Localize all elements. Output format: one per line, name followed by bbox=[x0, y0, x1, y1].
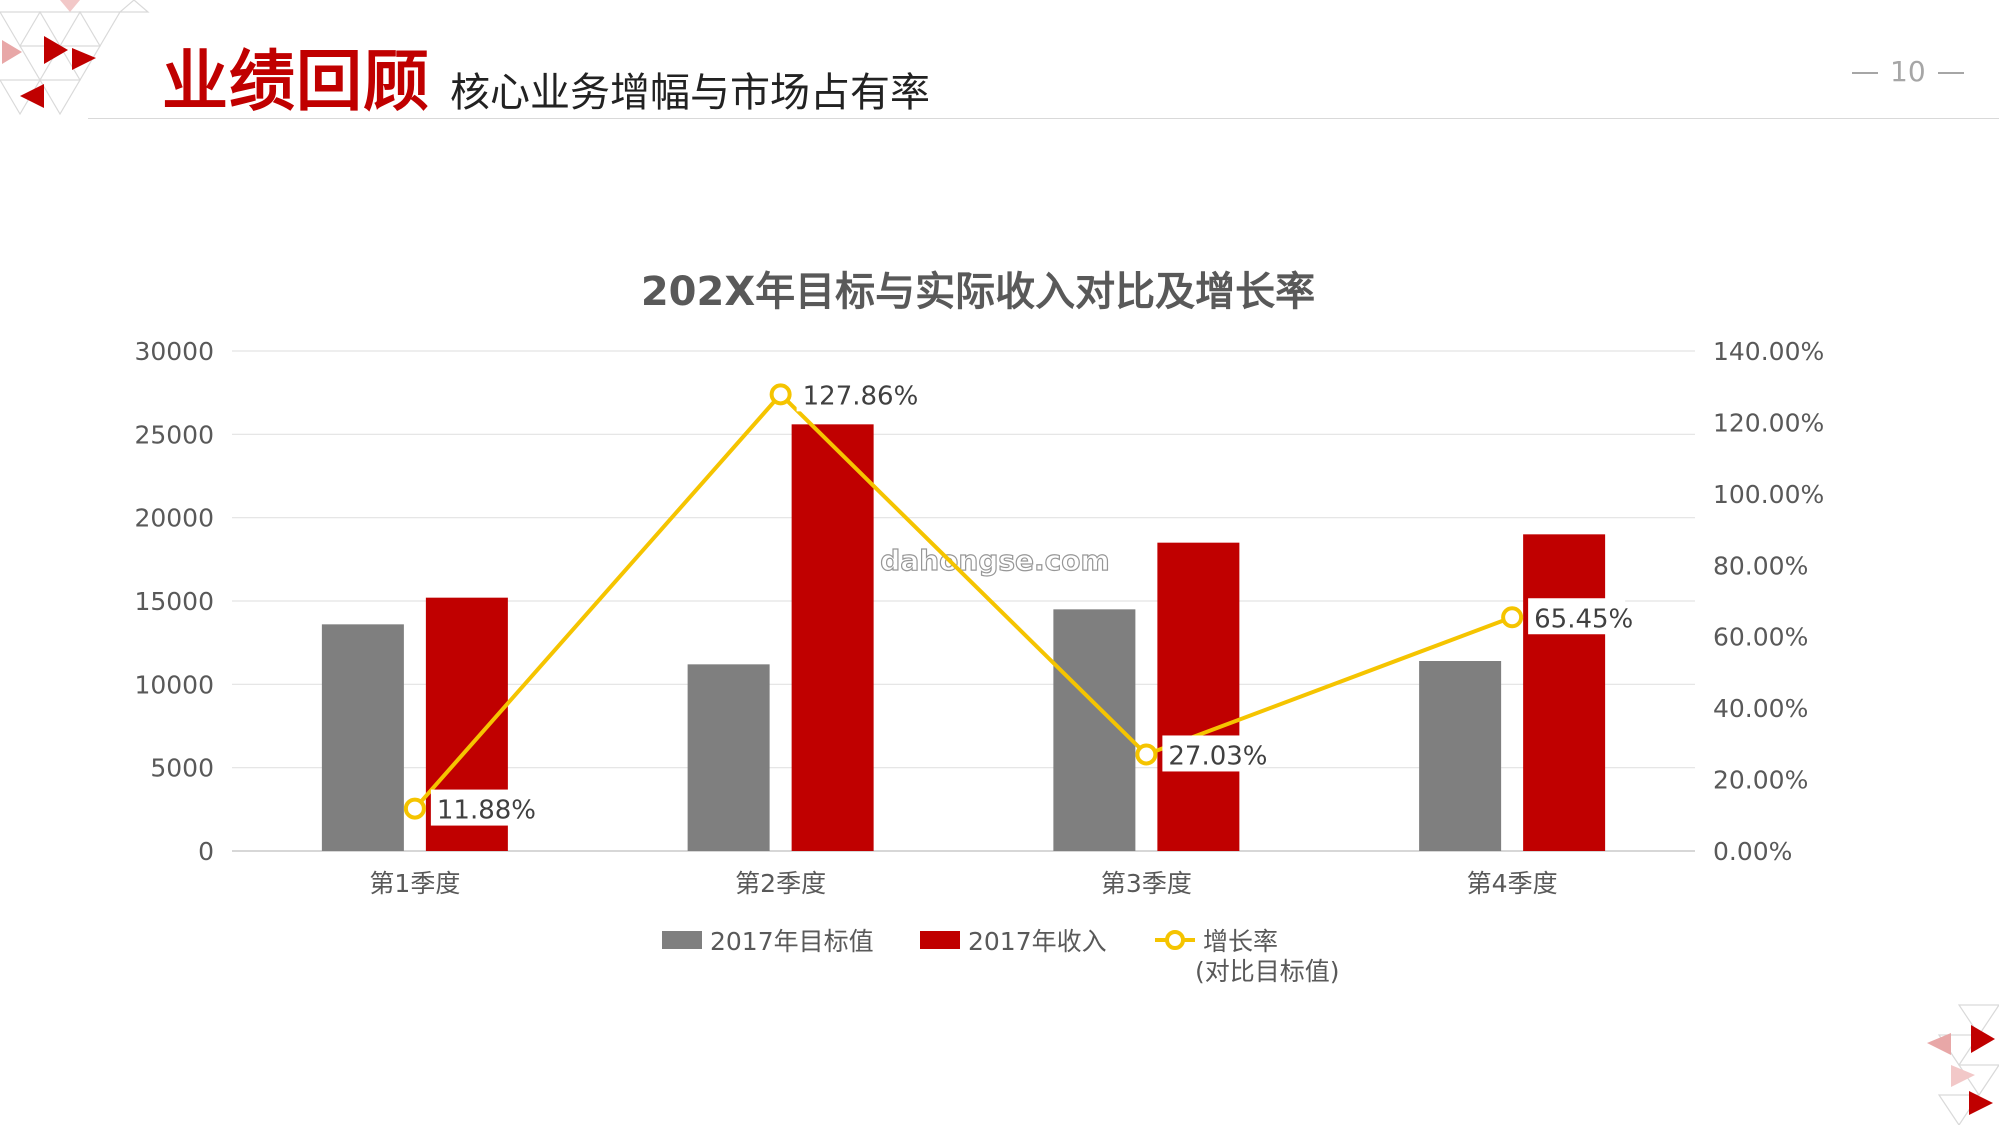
decorative-triangles-bottom-right bbox=[1927, 1004, 1999, 1125]
legend-label: 2017年收入 bbox=[968, 927, 1107, 956]
y-right-tick-label: 0.00% bbox=[1713, 837, 1792, 866]
header-divider bbox=[88, 118, 1999, 119]
data-label: 27.03% bbox=[1168, 741, 1267, 771]
y-left-tick-label: 5000 bbox=[150, 754, 214, 783]
chart-title: 202X年目标与实际收入对比及增长率 bbox=[641, 269, 1315, 315]
chart-bars bbox=[321, 424, 1606, 851]
data-label-bg bbox=[796, 375, 909, 412]
legend-swatch bbox=[920, 931, 960, 949]
data-label: 65.45% bbox=[1534, 604, 1633, 634]
chart-axes: 0 5000 10000 15000 20000 25000 30000 0.00% 20.00… bbox=[134, 337, 1824, 898]
y-right-tick-label: 140.00% bbox=[1713, 337, 1824, 366]
chart-legend: 2017年目标值 2017年收入 增长率(对比目标值) bbox=[662, 927, 1340, 986]
x-tick-label: 第1季度 bbox=[369, 869, 460, 898]
page-number-dash-left bbox=[1852, 72, 1878, 74]
data-label-bg bbox=[1162, 735, 1260, 772]
bar bbox=[791, 424, 874, 851]
legend-swatch bbox=[662, 931, 702, 949]
bar bbox=[1157, 542, 1240, 851]
y-right-tick-label: 100.00% bbox=[1713, 480, 1824, 509]
y-left-tick-label: 20000 bbox=[134, 504, 214, 533]
growth-line: 11.88% 127.86% 27.03% 65.45% bbox=[403, 375, 1633, 826]
bar bbox=[687, 664, 770, 851]
bar bbox=[1419, 661, 1502, 851]
bar bbox=[1523, 534, 1606, 851]
page-number-dash-right bbox=[1937, 72, 1964, 74]
y-left-tick-label: 30000 bbox=[134, 337, 214, 366]
legend-label: 2017年目标值 bbox=[710, 927, 874, 956]
bar bbox=[321, 624, 404, 851]
growth-line-path bbox=[413, 392, 1513, 810]
legend-label-line2: (对比目标值) bbox=[1195, 957, 1340, 986]
data-label: 11.88% bbox=[437, 796, 536, 826]
data-label-bg bbox=[1528, 598, 1626, 635]
data-label: 127.86% bbox=[803, 381, 919, 411]
watermark: dahongse.com bbox=[880, 544, 1109, 577]
x-tick-label: 第2季度 bbox=[735, 869, 826, 898]
page-title: 业绩回顾 bbox=[162, 43, 430, 120]
legend-line-marker bbox=[1165, 930, 1185, 950]
y-right-tick-label: 120.00% bbox=[1713, 408, 1824, 437]
y-right-tick-label: 40.00% bbox=[1713, 694, 1808, 723]
x-tick-label: 第3季度 bbox=[1101, 869, 1192, 898]
page-subtitle: 核心业务增幅与市场占有率 bbox=[450, 70, 930, 116]
y-right-tick-label: 20.00% bbox=[1713, 766, 1808, 795]
decorative-triangles-top-left bbox=[0, 0, 150, 116]
data-label-bg bbox=[430, 789, 528, 826]
page-number-value: 10 bbox=[1890, 55, 1926, 88]
x-tick-label: 第4季度 bbox=[1467, 869, 1558, 898]
page-number: 10 bbox=[1840, 55, 1976, 88]
y-left-tick-label: 10000 bbox=[134, 670, 214, 699]
y-right-tick-label: 60.00% bbox=[1713, 623, 1808, 652]
growth-point bbox=[1501, 606, 1524, 629]
growth-point bbox=[1135, 743, 1158, 766]
legend-label: 增长率 bbox=[1203, 927, 1278, 956]
y-left-tick-label: 25000 bbox=[134, 420, 214, 449]
y-right-tick-label: 80.00% bbox=[1713, 551, 1808, 580]
growth-point bbox=[403, 797, 426, 820]
y-left-tick-label: 15000 bbox=[134, 587, 214, 616]
growth-point bbox=[769, 383, 792, 406]
y-left-tick-label: 0 bbox=[198, 837, 214, 866]
